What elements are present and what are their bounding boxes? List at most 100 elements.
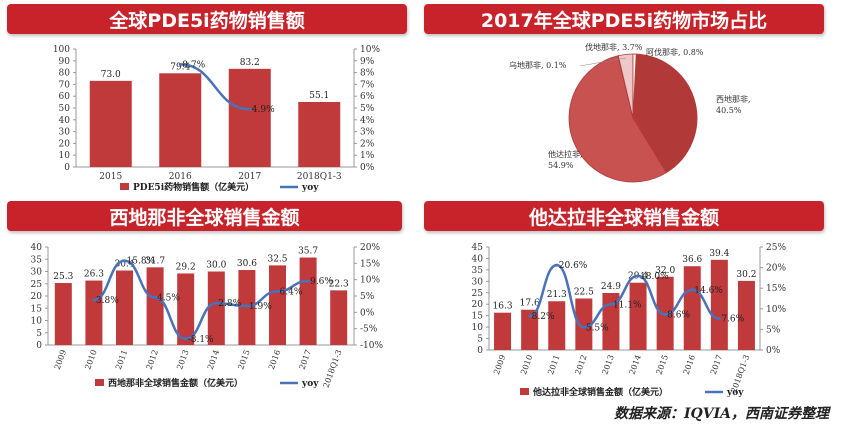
panel-title-tadalafil-sales: 他达拉非全球销售金额 [424, 201, 824, 231]
p0-bar [298, 101, 341, 167]
p2-bar-value-label: 16.3 [493, 302, 513, 312]
p2-bar-value-label: 36.6 [682, 255, 702, 265]
data-source-note: 数据来源：IQVIA，西南证券整理 [613, 406, 829, 422]
p2-bar [710, 259, 728, 350]
p1-bar-value-label: 22.3 [329, 279, 349, 289]
p2-bar [521, 309, 539, 350]
p0-y2-tick-label: 4% [360, 116, 375, 126]
p0-y-tick-label: 0 [64, 163, 70, 173]
p1-y2-tick-label: -10% [360, 341, 383, 351]
p1-y-tick-label: 10 [31, 317, 43, 327]
p0-y-tick-label: 70 [59, 80, 71, 90]
p2-bar [548, 301, 566, 350]
p1-y-tick-label: 20 [31, 292, 43, 302]
p0-y-tick-label: 30 [59, 128, 71, 138]
p2-y-tick-label: 20 [472, 300, 484, 310]
p2-bar [602, 293, 620, 350]
p2-legend-bar-swatch [520, 388, 529, 395]
p1-bar-value-label: 32.5 [267, 254, 287, 264]
p2-bar-value-label: 24.9 [601, 282, 621, 292]
p2-yoy-label: 20.6% [559, 261, 588, 271]
p1-y-tick-label: 0 [36, 341, 42, 351]
pie-leader-line [579, 57, 627, 67]
p2-yoy-label: 5.5% [586, 323, 609, 333]
p0-y-tick-label: 20 [59, 139, 71, 149]
p2-yoy-label: 11.1% [613, 300, 642, 310]
p0-x-tick-label: 2017 [238, 172, 261, 182]
p0-y2-tick-label: 6% [360, 92, 375, 102]
p1-bar-value-label: 31.7 [145, 256, 165, 266]
p2-legend-line-label: yoy [726, 388, 744, 398]
p0-legend-bar-swatch [120, 183, 129, 190]
p2-y2-tick-label: 5% [766, 325, 781, 335]
p0-y-tick-label: 100 [53, 45, 70, 55]
p2-yoy-label: 7.6% [721, 315, 744, 325]
p1-yoy-point [92, 298, 96, 302]
p0-y2-tick-label: 1% [360, 151, 375, 161]
p1-yoy-label: 3.8% [96, 296, 119, 306]
p1-y-tick-label: 15 [31, 304, 43, 314]
p1-bar [207, 271, 225, 345]
p0-y2-tick-label: 10% [360, 45, 380, 55]
p1-bar [299, 257, 317, 345]
p1-yoy-point [184, 337, 188, 341]
p2-bar [683, 266, 701, 350]
p1-bar [116, 270, 133, 345]
p1-yoy-label: 15.8% [127, 257, 156, 267]
p1-yoy-point [153, 296, 157, 300]
p2-y-tick-label: 35 [472, 266, 484, 276]
p0-y-tick-label: 90 [59, 57, 71, 67]
p0-y-tick-label: 10 [59, 151, 71, 161]
p1-y2-tick-label: 0% [360, 308, 375, 318]
p1-bar-value-label: 30.4 [114, 260, 134, 270]
p2-x-tick-label: 2010 [519, 354, 534, 376]
p1-y2-tick-label: 5% [360, 292, 375, 302]
p1-x-tick-label: 2011 [114, 349, 129, 371]
p2-x-tick-label: 2016 [682, 354, 697, 376]
p2-y-tick-label: 30 [472, 277, 484, 287]
p1-yoy-label: 2.8% [218, 299, 241, 309]
p0-y2-tick-label: 7% [360, 80, 375, 90]
p2-x-tick-label: 2009 [492, 354, 507, 376]
p0-bar [89, 80, 132, 167]
p1-x-tick-label: 2013 [175, 349, 190, 371]
p1-legend-bar-label: 西地那非全球销售金额（亿美元） [108, 377, 243, 389]
p2-yoy-label: 8.6% [667, 311, 690, 321]
p2-x-tick-label: 2015 [655, 354, 670, 376]
p2-y2-tick-label: 20% [766, 264, 786, 274]
p2-x-tick-label: 2013 [600, 354, 615, 376]
p1-bar [54, 283, 72, 345]
p2-bar-value-label: 30.2 [736, 270, 756, 280]
p1-yoy-point [306, 279, 310, 283]
pie-slice-label: 西地那非, [716, 94, 751, 104]
p0-bar [228, 68, 271, 167]
p1-bar [330, 290, 348, 345]
p1-bar [85, 280, 103, 345]
p1-y2-tick-label: -5% [360, 325, 378, 335]
p1-yoy-label: -8.1% [188, 335, 214, 345]
p0-bar-value-label: 79.4 [170, 62, 190, 72]
p1-yoy-label: 4.5% [157, 294, 180, 304]
p1-yoy-label: 9.6% [310, 277, 333, 287]
p2-yoy-point [717, 317, 721, 321]
p0-y2-tick-label: 0% [360, 163, 375, 173]
p1-y-tick-label: 25 [31, 280, 43, 290]
pie-slice-label: 他达拉非, [548, 149, 583, 159]
p1-x-tick-label: 2015 [236, 349, 251, 371]
p1-bar [269, 265, 286, 345]
p0-bar [159, 73, 202, 167]
p1-bar-value-label: 30.6 [237, 259, 257, 269]
p1-y-tick-label: 40 [31, 243, 43, 253]
p0-bar-value-label: 73.0 [101, 70, 121, 80]
p2-bar [575, 298, 593, 350]
p0-y-tick-label: 60 [59, 92, 71, 102]
p0-y2-tick-label: 9% [360, 57, 375, 67]
p2-yoy-label: 8.2% [532, 312, 555, 322]
p1-yoy-point [123, 259, 126, 263]
p1-y2-tick-label: 20% [360, 243, 380, 253]
p1-bar-value-label: 25.3 [53, 272, 73, 282]
p2-y2-tick-label: 0% [766, 346, 781, 356]
panel-title-global-sales: 全球PDE5i药物销售额 [7, 4, 407, 34]
p0-legend-line-label: yoy [301, 183, 319, 193]
p1-bar-value-label: 26.3 [84, 270, 104, 280]
